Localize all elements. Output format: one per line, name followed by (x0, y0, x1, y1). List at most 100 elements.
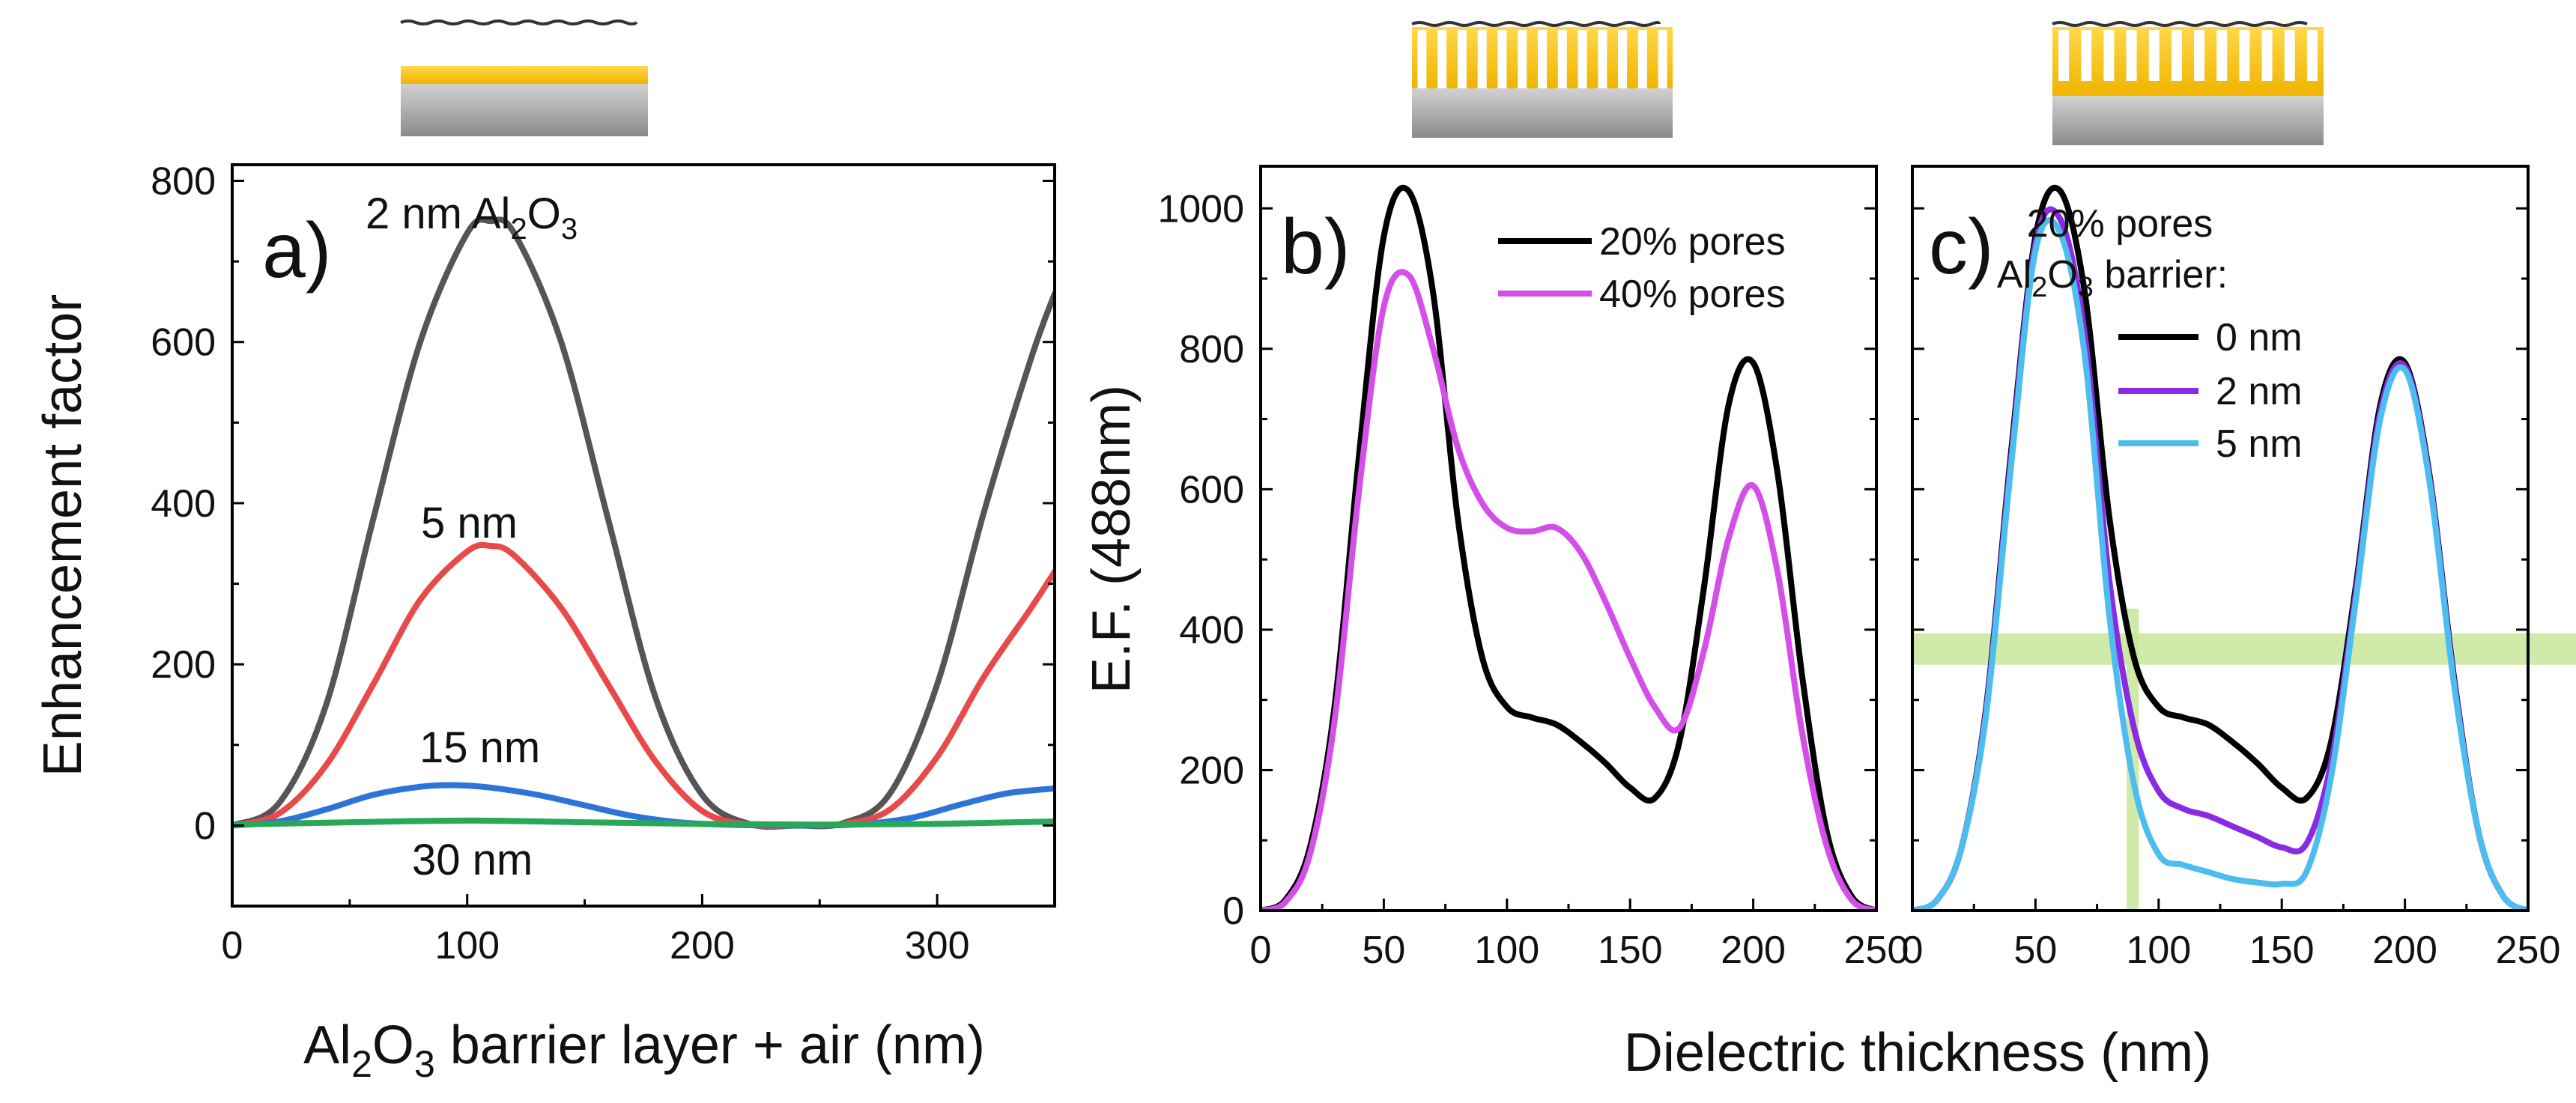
series-20-pores (1261, 184, 1876, 911)
pore (1557, 30, 1567, 88)
annotation-2nm: 2 nm Al2O3 (366, 189, 578, 246)
pore (2171, 30, 2182, 81)
series-2-nm-al2o3 (232, 216, 1055, 830)
y-tick-label: 1000 (1157, 187, 1244, 231)
pore (2148, 30, 2160, 81)
y-tick-label: 800 (151, 160, 216, 204)
schematic-c-substrate (2052, 96, 2324, 145)
x-tick-label: 300 (905, 924, 970, 967)
pore (1417, 30, 1427, 88)
pore (1658, 30, 1667, 88)
schematic-b-pores (1417, 30, 1667, 88)
y-tick-label: 600 (151, 321, 216, 365)
panel-a-xlabel: Al2O3 barrier layer + air (nm) (303, 1015, 985, 1085)
panel-a-letter: a) (262, 207, 331, 294)
schematic-a-gold-layer (401, 66, 648, 84)
series-15-nm (232, 782, 1055, 829)
pore (2081, 30, 2092, 81)
annotation-15nm: 15 nm (419, 723, 540, 772)
pore (1538, 30, 1547, 88)
panel-a-ylabel: Enhancement factor (33, 294, 93, 777)
schematic-a-top-film (400, 19, 638, 25)
y-tick-label: 800 (1179, 328, 1244, 371)
annotation-5nm: 5 nm (421, 499, 518, 547)
y-tick-label: 400 (151, 482, 216, 526)
y-tick-label: 0 (1222, 890, 1244, 933)
schematic-b (1411, 21, 1673, 138)
y-tick-label: 200 (1179, 749, 1244, 792)
schematic-a (400, 19, 648, 136)
x-tick-label: 0 (1902, 929, 1924, 972)
legend-title-1: 20% pores (2027, 202, 2213, 246)
x-tick-label: 50 (1362, 929, 1405, 972)
x-tick-label: 150 (2249, 929, 2315, 972)
pore (1457, 30, 1467, 88)
panel-b-ylabel: E.F. (488nm) (1082, 385, 1142, 693)
x-tick-label: 200 (1721, 929, 1786, 972)
highlight-band-vertical (2127, 608, 2139, 911)
y-tick-label: 600 (1179, 468, 1244, 511)
legend-label-0nm: 0 nm (2216, 316, 2303, 359)
panel-c: 0 50 100 150 200 250 c) 20% pores Al2O3 barri… (1902, 165, 2576, 972)
schematic-c-gold-porous (2052, 27, 2324, 96)
panel-a-curves (232, 216, 1055, 830)
pore (1618, 30, 1628, 88)
series-40-pores (1261, 269, 1876, 911)
panel-a-frame (231, 163, 1056, 908)
panel-a-ticks: 0 100 200 300 0 200 400 600 800 (151, 160, 1056, 967)
series-30-nm (232, 817, 1055, 828)
schematic-a-substrate (401, 84, 648, 136)
pore (2239, 30, 2250, 81)
schematic-b-substrate (1412, 88, 1673, 138)
panel-c-legend: 20% pores Al2O3 barrier: 0 nm 2 nm 5 nm (1997, 202, 2303, 466)
pore (2103, 30, 2115, 81)
schematic-c-top-film (2052, 21, 2308, 27)
pore (2284, 30, 2295, 81)
x-tick-label: 150 (1598, 929, 1663, 972)
x-tick-label: 0 (1250, 929, 1272, 972)
panel-c-ticks: 0 50 100 150 200 250 (1902, 207, 2561, 972)
panel-c-highlights (1912, 608, 2576, 911)
shared-xlabel: Dielectric thickness (nm) (1624, 1023, 2211, 1083)
legend-title-2: Al2O3 barrier: (1997, 253, 2228, 303)
panel-b-legend: 20% pores 40% pores (1498, 220, 1786, 316)
pore (2306, 30, 2318, 81)
panel-b-curves (1261, 184, 1876, 911)
panel-b: 0 50 100 150 200 250 0 200 400 600 800 1000 b) 20% … (1082, 165, 1909, 972)
pore (1637, 30, 1647, 88)
x-tick-label: 100 (434, 924, 500, 967)
x-tick-label: 200 (2372, 929, 2437, 972)
x-tick-label: 100 (1474, 929, 1539, 972)
series-5-nm (232, 541, 1055, 830)
pore (1437, 30, 1447, 88)
pore (2194, 30, 2205, 81)
legend-label-20pores: 20% pores (1599, 220, 1786, 264)
legend-label-2nm: 2 nm (2216, 370, 2303, 413)
legend-label-40pores: 40% pores (1599, 273, 1786, 316)
x-tick-label: 0 (222, 924, 243, 967)
pore (2126, 30, 2137, 81)
pore (1598, 30, 1607, 88)
pore (1518, 30, 1527, 88)
highlight-band-horizontal (1912, 633, 2576, 665)
panel-b-ticks: 0 50 100 150 200 250 0 200 400 600 800 1000 (1157, 187, 1909, 972)
schematic-c-pores (2058, 30, 2318, 81)
x-tick-label: 200 (670, 924, 735, 967)
series-5-nm (1912, 217, 2528, 911)
pore (2216, 30, 2228, 81)
x-tick-label: 250 (1844, 929, 1909, 972)
panel-a: 0 100 200 300 0 200 400 600 800 a) 2 nm Al2O3 5 … (33, 160, 1056, 1085)
y-tick-label: 400 (1179, 609, 1244, 652)
y-tick-label: 200 (151, 643, 216, 687)
y-tick-label: 0 (194, 804, 216, 848)
pore (1477, 30, 1487, 88)
annotation-30nm: 30 nm (412, 836, 533, 884)
panel-b-letter: b) (1281, 204, 1350, 291)
schematic-b-top-film (1411, 21, 1661, 27)
pore (1578, 30, 1587, 88)
x-tick-label: 50 (2013, 929, 2057, 972)
x-tick-label: 250 (2496, 929, 2561, 972)
pore (2261, 30, 2273, 81)
x-tick-label: 100 (2126, 929, 2191, 972)
